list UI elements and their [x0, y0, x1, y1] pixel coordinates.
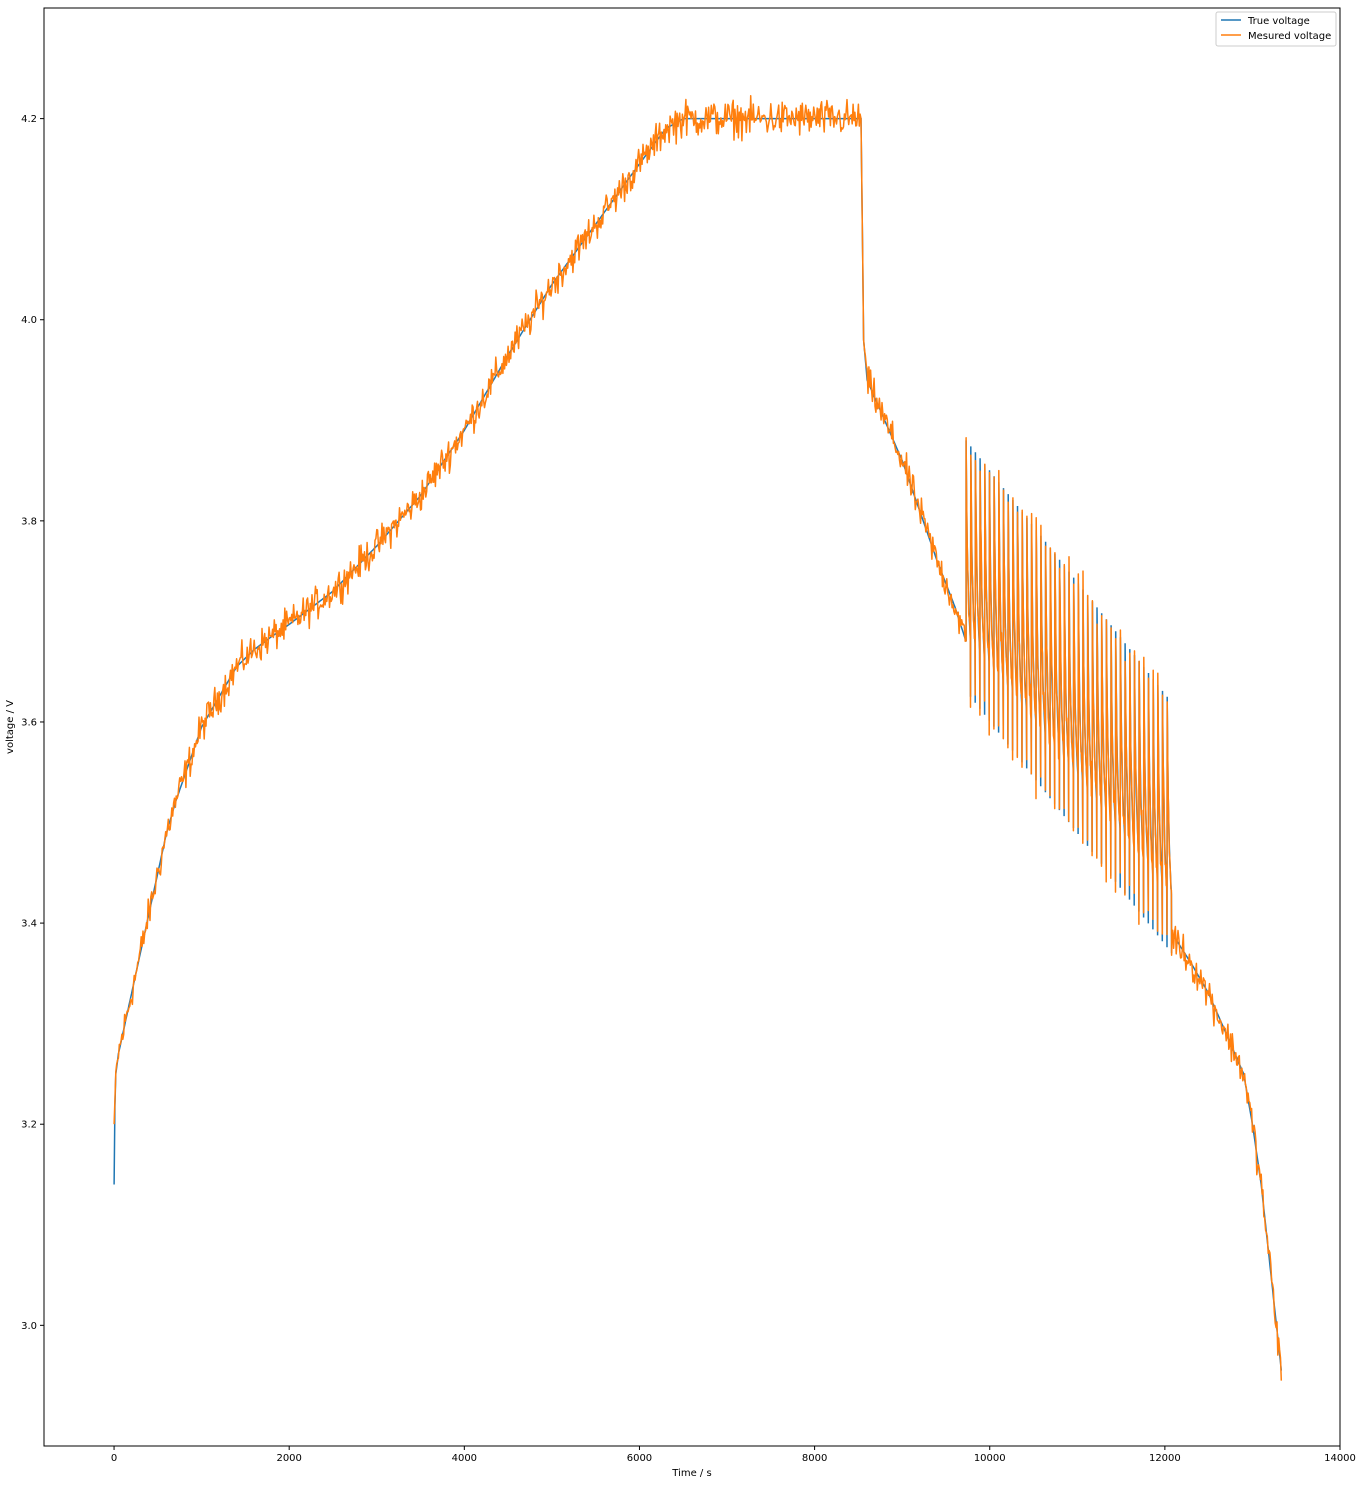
legend-label-measured-voltage: Mesured voltage — [1248, 31, 1331, 42]
legend: True voltage Mesured voltage — [1215, 11, 1337, 47]
x-tick-label: 6000 — [627, 1453, 652, 1464]
y-tick-label: 4.0 — [21, 315, 37, 326]
x-tick-label: 12000 — [1149, 1453, 1181, 1464]
x-tick-label: 2000 — [276, 1453, 301, 1464]
y-tick-label: 3.8 — [21, 516, 37, 527]
x-axis-label: Time / s — [671, 1468, 711, 1479]
y-tick-label: 3.2 — [21, 1120, 37, 1131]
y-tick-label: 3.6 — [21, 717, 37, 728]
y-tick-label: 3.0 — [21, 1321, 37, 1332]
x-tick-label: 14000 — [1324, 1453, 1356, 1464]
y-axis-ticks: 3.0 3.2 3.4 3.6 3.8 4.0 4.2 — [21, 114, 44, 1332]
y-tick-label: 4.2 — [21, 114, 37, 125]
y-axis-label: voltage / V — [5, 700, 16, 754]
axes-frame — [43, 7, 1341, 1447]
y-tick-label: 3.4 — [21, 919, 37, 930]
plot-area — [113, 94, 1283, 1381]
x-tick-label: 10000 — [974, 1453, 1006, 1464]
x-axis-ticks: 0 2000 4000 6000 8000 10000 12000 14000 — [111, 1446, 1356, 1464]
x-tick-label: 0 — [111, 1453, 117, 1464]
legend-box — [1215, 11, 1337, 47]
legend-label-true-voltage: True voltage — [1247, 16, 1310, 27]
x-tick-label: 8000 — [802, 1453, 827, 1464]
x-tick-label: 4000 — [452, 1453, 477, 1464]
series-line-measured-voltage — [113, 94, 1283, 1381]
